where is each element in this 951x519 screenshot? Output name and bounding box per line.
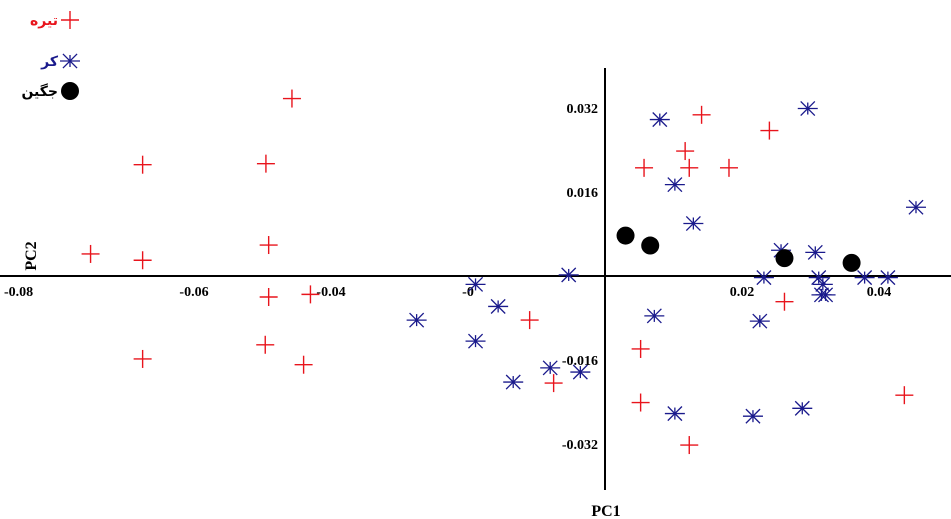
data-point (616, 226, 635, 245)
data-point (719, 158, 738, 177)
data-point (256, 335, 275, 354)
data-point (570, 364, 591, 380)
data-point (540, 360, 561, 376)
data-point (905, 199, 926, 215)
legend-marker-circle (61, 82, 79, 100)
x-tick-label: -0.08 (4, 285, 33, 300)
data-point (742, 408, 763, 424)
data-point (854, 270, 875, 286)
data-point (641, 236, 660, 255)
data-point (558, 267, 579, 283)
data-point (465, 333, 486, 349)
legend-label-1: کر (40, 54, 59, 70)
y-tick-label: 0.016 (567, 186, 599, 201)
data-point (81, 244, 100, 263)
data-point (465, 276, 486, 292)
legend-item-0: تیره (30, 11, 79, 29)
data-point (644, 308, 665, 324)
data-point (259, 288, 278, 306)
data-point (664, 177, 685, 193)
data-point (649, 112, 670, 128)
legend-marker-asterisk (60, 53, 80, 69)
series-asterisk (406, 100, 926, 424)
legend-item-1: کر (40, 53, 80, 70)
data-point (282, 89, 301, 108)
data-point (775, 249, 794, 268)
legend-symbol (61, 11, 79, 29)
data-point (808, 270, 829, 286)
series-plus (81, 89, 914, 455)
data-point (692, 105, 711, 124)
data-point (749, 313, 770, 329)
data-point (301, 285, 320, 304)
y-tick-label: -0.016 (562, 354, 598, 369)
data-point (259, 236, 278, 255)
data-point (683, 215, 704, 232)
x-tick-label: 0.02 (730, 285, 755, 300)
data-point (133, 155, 152, 174)
x-tick-label: 0.04 (867, 285, 892, 300)
x-tick-label: -0.06 (179, 285, 208, 300)
data-point (792, 400, 813, 416)
data-point (760, 121, 779, 140)
data-point (676, 142, 695, 161)
data-point (520, 311, 539, 330)
data-point (680, 436, 699, 455)
x-tick-label: -0.04 (316, 285, 345, 300)
y-tick-label: 0.032 (567, 102, 599, 117)
data-point (256, 154, 275, 173)
axis-ticks: -0.08 -0.06 -0.04 -0 0.02 0.04 0.032 0.016 -0.01… (4, 102, 891, 453)
data-point (797, 100, 818, 117)
data-point (815, 287, 836, 303)
legend-item-2: جگین (21, 82, 79, 100)
data-point (635, 158, 654, 177)
legend-symbol (60, 53, 80, 69)
x-tick-label: -0 (462, 285, 474, 300)
data-points (81, 89, 926, 455)
data-point (805, 244, 826, 260)
data-point (895, 386, 914, 405)
data-point (842, 253, 861, 272)
data-point (631, 339, 650, 358)
legend-label-0: تیره (30, 13, 58, 29)
data-point (503, 374, 524, 390)
data-point (775, 292, 794, 311)
legend-marker-plus (61, 11, 79, 29)
data-point (631, 393, 650, 412)
data-point (877, 270, 898, 286)
data-point (680, 158, 699, 177)
data-point (133, 251, 152, 270)
data-point (664, 406, 685, 422)
legend-label-2: جگین (21, 83, 58, 100)
x-axis-title: PC1 (591, 503, 620, 519)
data-point (544, 374, 563, 393)
y-tick-label: -0.032 (562, 438, 598, 453)
legend: تیره کر جگین (21, 11, 80, 100)
data-point (133, 349, 152, 368)
data-point (294, 355, 313, 374)
series-circle (616, 226, 861, 272)
data-point (488, 298, 509, 314)
data-point (406, 312, 427, 328)
axes (0, 68, 951, 490)
y-axis-title: PC2 (23, 241, 40, 270)
data-point (753, 270, 774, 286)
legend-symbol (61, 82, 79, 100)
